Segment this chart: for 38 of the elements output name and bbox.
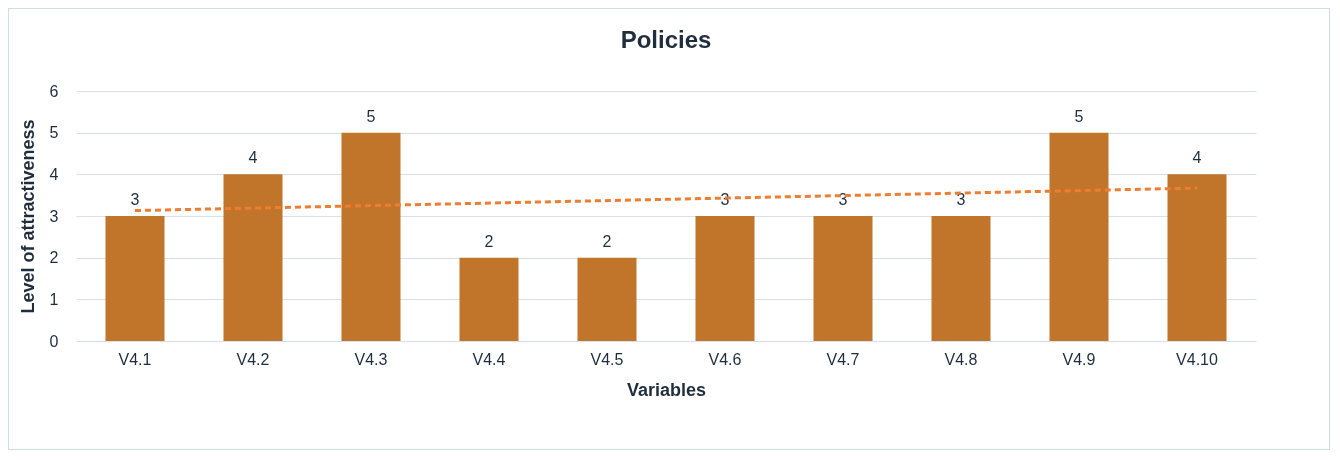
x-tick-label: V4.10 <box>1176 350 1219 368</box>
x-tick-label: V4.2 <box>236 350 270 368</box>
x-tick-label: V4.1 <box>118 350 152 368</box>
y-tick-label: 6 <box>49 82 59 100</box>
bar <box>223 174 283 341</box>
y-axis-title: Level of attractiveness <box>17 119 38 314</box>
data-label: 5 <box>366 107 376 125</box>
x-axis-title: Variables <box>626 379 707 400</box>
bar <box>931 216 991 341</box>
x-tick-label: V4.6 <box>708 350 742 368</box>
y-tick-label: 5 <box>49 124 59 142</box>
y-tick-label: 0 <box>49 332 59 350</box>
data-label: 3 <box>956 191 966 208</box>
x-tick-label: V4.7 <box>826 350 860 368</box>
x-tick-label: V4.9 <box>1062 350 1096 368</box>
bar <box>1167 174 1227 341</box>
bar <box>813 216 873 341</box>
x-tick-label: V4.4 <box>472 350 506 368</box>
bar <box>341 132 401 341</box>
bar <box>695 216 755 341</box>
data-label: 4 <box>1192 149 1202 167</box>
y-tick-label: 4 <box>49 165 59 183</box>
data-label: 4 <box>248 149 258 167</box>
data-label: 3 <box>130 191 140 208</box>
data-label: 5 <box>1074 107 1084 125</box>
bar <box>459 257 519 341</box>
x-tick-label: V4.5 <box>590 350 624 368</box>
chart-title: Policies <box>620 26 712 53</box>
data-label: 2 <box>602 232 612 250</box>
x-tick-label: V4.3 <box>354 350 388 368</box>
y-tick-label: 3 <box>49 207 59 225</box>
bar <box>577 257 637 341</box>
bar <box>105 216 165 341</box>
y-tick-label: 1 <box>49 290 59 308</box>
y-tick-label: 2 <box>49 249 59 267</box>
bar <box>1049 132 1109 341</box>
x-tick-label: V4.8 <box>944 350 978 368</box>
data-label: 2 <box>484 232 494 250</box>
